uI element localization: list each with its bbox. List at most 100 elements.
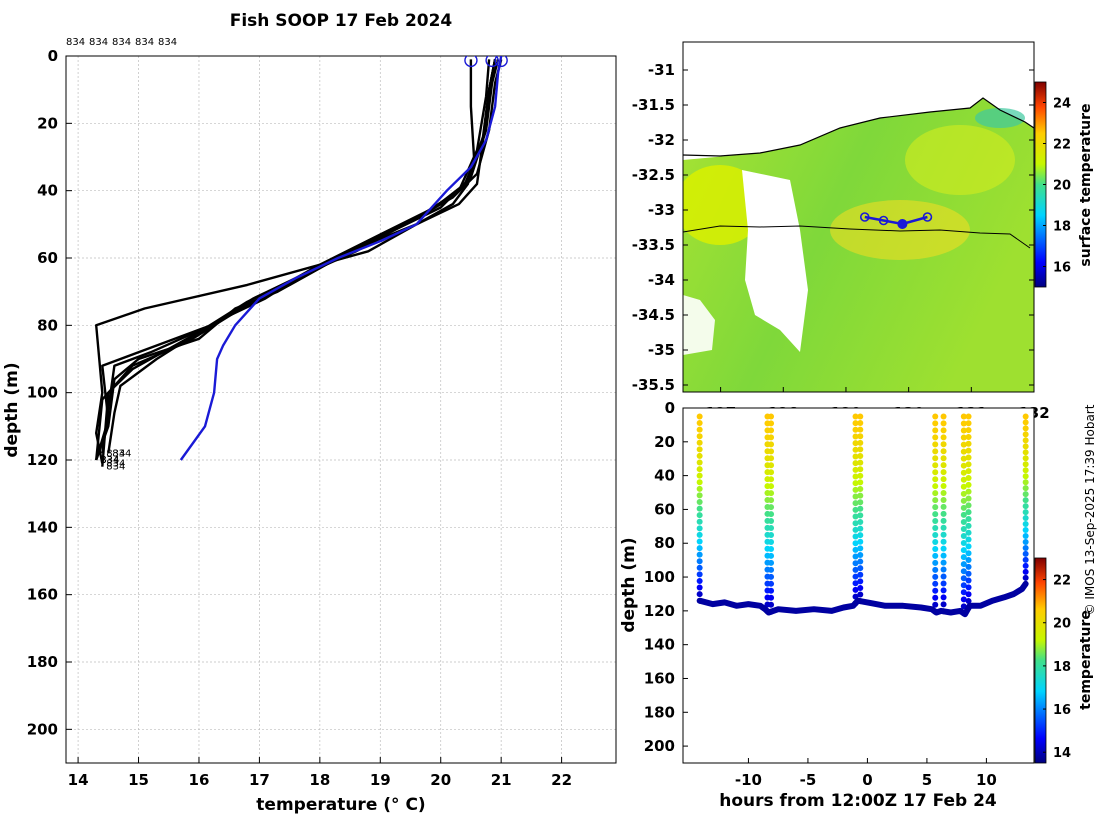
cast-point — [965, 502, 972, 509]
cast-point — [696, 591, 703, 598]
x-tick-label: 17 — [249, 771, 270, 789]
colorbar-tick-label: 16 — [1053, 261, 1071, 276]
cast-point — [696, 538, 703, 545]
cast-point — [696, 558, 703, 565]
cast-point — [940, 538, 947, 545]
cast-point — [940, 455, 947, 462]
cast-point — [1022, 461, 1029, 468]
y-tick-label: 40 — [37, 182, 58, 200]
cast-point — [960, 568, 967, 575]
cast-point — [960, 497, 967, 504]
cast-point — [940, 545, 947, 552]
cast-point — [965, 474, 972, 481]
cast-point — [965, 550, 972, 557]
cast-point — [932, 538, 939, 545]
cast-point — [932, 518, 939, 525]
cast-point — [1022, 550, 1029, 557]
profile-end-label: 834 — [112, 448, 131, 459]
profile-id-label: 834 — [158, 37, 177, 48]
cast-point — [768, 587, 775, 594]
cast-point — [857, 545, 864, 552]
cloud-mask-gap-west — [683, 295, 715, 355]
cast-point — [932, 545, 939, 552]
x-tick-label: 20 — [430, 771, 451, 789]
track-point — [878, 215, 889, 226]
cast-point — [768, 441, 775, 448]
cast-point — [1022, 568, 1029, 575]
cast-point — [768, 511, 775, 518]
cast-point — [960, 533, 967, 540]
cast-point — [932, 594, 939, 601]
time-y-tick-label: 120 — [644, 602, 675, 620]
cast-point — [852, 493, 859, 500]
time-y-tick-label: 80 — [654, 534, 675, 552]
cast-point — [960, 455, 967, 462]
cast-point — [960, 476, 967, 483]
cast-scatter — [696, 413, 1029, 618]
time-x-ticks: -10 -5 0 5 10 — [735, 758, 997, 789]
cast-point — [852, 420, 859, 427]
map-y-tick-label: -32.5 — [632, 166, 675, 184]
time-y-axis-label: depth (m) — [619, 537, 639, 632]
cast-point — [960, 575, 967, 582]
cast-point — [768, 552, 775, 559]
cast-point — [768, 490, 775, 497]
time-x-tick-label: -5 — [800, 771, 817, 789]
cast-point — [852, 546, 859, 553]
profile-id-label: 834 — [89, 37, 108, 48]
copyright-notice: © IMOS 13-Sep-2025 17:39 Hobart — [1083, 404, 1097, 615]
cast-point — [696, 446, 703, 453]
colorbar-tick-label: 18 — [1053, 660, 1071, 675]
cast-point — [696, 439, 703, 446]
cast-point — [965, 529, 972, 536]
cast-point — [768, 469, 775, 476]
cast-point — [1022, 449, 1029, 456]
cast-point — [857, 499, 864, 506]
time-y-ticks: 0 20 40 60 80 100 120 140 160 180 200 — [644, 399, 688, 755]
cast-point — [852, 466, 859, 473]
cast-point — [857, 466, 864, 473]
cast-point — [965, 536, 972, 543]
cast-point — [932, 483, 939, 490]
cast-point — [960, 582, 967, 589]
cast-point — [857, 426, 864, 433]
cast-point — [768, 559, 775, 566]
cast-point — [965, 488, 972, 495]
cast-point — [965, 468, 972, 475]
map-y-tick-label: -32 — [648, 131, 675, 149]
cast-point — [852, 513, 859, 520]
cast-point — [696, 426, 703, 433]
cast-point — [932, 531, 939, 538]
time-y-tick-label: 20 — [654, 433, 675, 451]
cast-point — [768, 462, 775, 469]
left-y-ticks: 0 20 40 60 80 100 120 140 160 180 200 — [27, 47, 72, 738]
cast-point — [940, 559, 947, 566]
cast-point — [857, 492, 864, 499]
cast-point — [940, 601, 947, 608]
cast-point — [932, 511, 939, 518]
cast-point — [852, 460, 859, 467]
cast-point — [857, 459, 864, 466]
cast-point — [852, 446, 859, 453]
colorbar-tick-label: 22 — [1053, 138, 1071, 153]
map-axes-box — [682, 41, 1035, 393]
cast-point — [932, 462, 939, 469]
time-y-tick-label: 200 — [644, 737, 675, 755]
cast-point — [1022, 485, 1029, 492]
profile-id-label: 834 — [135, 37, 154, 48]
cast-point — [696, 433, 703, 440]
left-x-ticks: 14 15 16 17 18 19 20 21 22 — [68, 757, 572, 789]
cast-point — [857, 420, 864, 427]
cast-point — [696, 479, 703, 486]
cast-point — [1022, 515, 1029, 522]
map-y-tick-label: -34 — [648, 271, 675, 289]
y-tick-label: 160 — [27, 586, 58, 604]
cast-point — [932, 573, 939, 580]
profile-line — [95, 59, 503, 461]
cast-point — [965, 481, 972, 488]
cast-point — [768, 531, 775, 538]
cast-point — [696, 472, 703, 479]
y-tick-label: 100 — [27, 384, 58, 402]
y-tick-label: 0 — [48, 47, 58, 65]
cast-point — [768, 518, 775, 525]
